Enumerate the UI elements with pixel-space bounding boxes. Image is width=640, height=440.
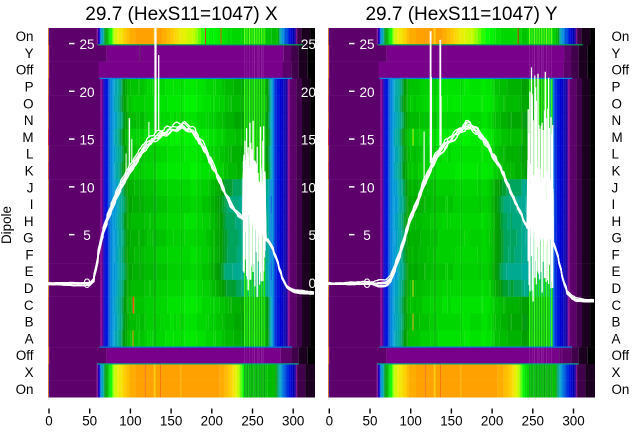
svg-text:Y: Y <box>25 46 34 61</box>
svg-text:Y: Y <box>612 46 621 61</box>
svg-text:200: 200 <box>201 414 223 429</box>
svg-text:15: 15 <box>79 133 94 148</box>
svg-text:I: I <box>612 197 616 212</box>
svg-text:Dipole: Dipole <box>0 206 14 244</box>
svg-text:250: 250 <box>522 414 544 429</box>
svg-text:10: 10 <box>301 180 317 195</box>
svg-text:C: C <box>24 298 34 313</box>
svg-text:20: 20 <box>359 85 375 100</box>
svg-text:B: B <box>612 315 621 330</box>
svg-text:P: P <box>612 80 621 95</box>
svg-text:300: 300 <box>562 414 584 429</box>
svg-text:J: J <box>612 180 619 195</box>
svg-text:0: 0 <box>363 276 371 291</box>
svg-text:200: 200 <box>481 414 503 429</box>
svg-text:29.7 (HexS11=1047) X: 29.7 (HexS11=1047) X <box>85 4 278 25</box>
svg-text:Off: Off <box>16 63 34 78</box>
svg-text:50: 50 <box>82 414 97 429</box>
svg-text:X: X <box>612 365 621 380</box>
svg-text:O: O <box>23 96 33 111</box>
svg-text:I: I <box>30 197 34 212</box>
svg-text:D: D <box>612 281 622 296</box>
svg-text:K: K <box>25 164 34 179</box>
svg-text:H: H <box>612 214 622 229</box>
svg-text:10: 10 <box>79 180 95 195</box>
svg-text:E: E <box>25 264 34 279</box>
svg-text:M: M <box>22 130 33 145</box>
svg-text:5: 5 <box>308 228 316 243</box>
svg-text:150: 150 <box>160 414 182 429</box>
svg-text:25: 25 <box>79 37 94 52</box>
svg-text:Off: Off <box>612 63 630 78</box>
svg-text:O: O <box>612 96 622 111</box>
svg-text:H: H <box>24 214 34 229</box>
svg-text:N: N <box>612 113 622 128</box>
svg-text:K: K <box>612 164 621 179</box>
svg-text:20: 20 <box>301 85 317 100</box>
svg-text:N: N <box>24 113 34 128</box>
svg-text:Off: Off <box>16 348 34 363</box>
svg-text:G: G <box>23 231 33 246</box>
svg-text:B: B <box>25 315 34 330</box>
svg-text:L: L <box>612 147 619 162</box>
svg-text:On: On <box>612 382 630 397</box>
svg-text:29.7 (HexS11=1047) Y: 29.7 (HexS11=1047) Y <box>365 4 557 25</box>
svg-text:0: 0 <box>83 276 91 291</box>
svg-text:100: 100 <box>400 414 422 429</box>
svg-text:On: On <box>612 29 630 44</box>
svg-text:0: 0 <box>326 414 333 429</box>
svg-text:J: J <box>27 180 34 195</box>
svg-text:5: 5 <box>363 228 371 243</box>
svg-text:150: 150 <box>440 414 462 429</box>
svg-text:5: 5 <box>83 228 91 243</box>
svg-text:250: 250 <box>241 414 263 429</box>
svg-text:25: 25 <box>359 37 374 52</box>
svg-text:E: E <box>612 264 621 279</box>
svg-text:0: 0 <box>45 414 52 429</box>
svg-text:G: G <box>612 231 622 246</box>
svg-text:10: 10 <box>359 180 375 195</box>
svg-text:A: A <box>612 331 621 346</box>
svg-text:20: 20 <box>79 85 95 100</box>
svg-text:M: M <box>612 130 623 145</box>
svg-text:300: 300 <box>282 414 304 429</box>
svg-text:15: 15 <box>301 133 316 148</box>
svg-text:50: 50 <box>363 414 378 429</box>
svg-text:On: On <box>16 29 34 44</box>
svg-text:C: C <box>612 298 622 313</box>
svg-text:D: D <box>24 281 34 296</box>
svg-text:15: 15 <box>359 133 374 148</box>
svg-text:0: 0 <box>308 276 316 291</box>
svg-text:A: A <box>25 331 34 346</box>
svg-text:P: P <box>25 80 34 95</box>
svg-text:On: On <box>16 382 34 397</box>
svg-text:L: L <box>26 147 33 162</box>
svg-text:100: 100 <box>119 414 141 429</box>
svg-text:X: X <box>25 365 34 380</box>
svg-text:F: F <box>612 247 620 262</box>
svg-text:F: F <box>25 247 33 262</box>
svg-text:Off: Off <box>612 348 630 363</box>
svg-text:25: 25 <box>301 37 316 52</box>
